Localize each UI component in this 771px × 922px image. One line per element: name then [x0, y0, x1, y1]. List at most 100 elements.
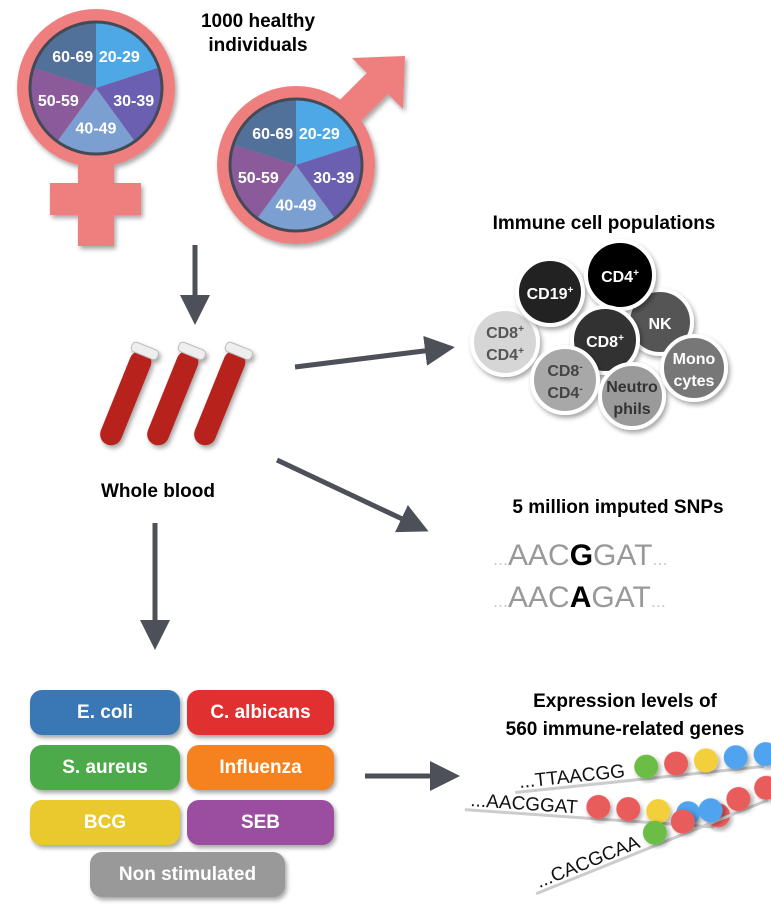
svg-text:...AACGGAT...: ...AACGGAT...	[493, 539, 668, 572]
cell-label: phils	[613, 401, 650, 418]
expression-title-line2: 560 immune-related genes	[506, 719, 745, 740]
snps-title: 5 million imputed SNPs	[512, 497, 723, 518]
age-label: 50-59	[238, 170, 279, 187]
pie-slice	[96, 67, 162, 142]
female-age-pie: 20-29 30-39 40-49 50-59 60-69	[28, 20, 164, 156]
snp-sequence-1: ...AACGGAT...	[493, 539, 668, 572]
expression-bead	[646, 799, 671, 824]
seq-pre: AAC	[508, 539, 570, 572]
arrow-to-immune	[294, 335, 455, 370]
pie-slice	[233, 99, 296, 165]
svg-text:Neutro: Neutro	[606, 379, 658, 396]
age-label: 60-69	[52, 49, 93, 66]
cell-label-sup: +	[618, 333, 624, 344]
cell-label-sup: +	[568, 285, 574, 296]
cell-label-sup: +	[518, 324, 524, 335]
cell-cd19: CD19+	[515, 257, 585, 327]
pie-slice	[57, 88, 135, 155]
seq-post: GAT	[591, 581, 650, 614]
cell-cd8cd4: CD8-CD4-	[530, 345, 600, 415]
expression-bead	[670, 809, 695, 834]
cell-cd8cd4: CD8+CD4+	[470, 307, 540, 377]
cohort-title-line1: 1000 healthy	[201, 11, 315, 32]
age-label: 30-39	[313, 170, 354, 187]
svg-text:NK: NK	[648, 316, 672, 333]
expression-bead	[642, 820, 667, 845]
expression-bead	[586, 794, 611, 819]
seq-post: GAT	[593, 539, 652, 572]
expression-bead	[753, 742, 771, 767]
dots: ...	[493, 591, 508, 611]
expression-bead	[664, 751, 689, 776]
age-label: 20-29	[299, 126, 340, 143]
cell-label-sup: +	[518, 346, 524, 357]
expression-bead	[726, 787, 751, 812]
age-label: 40-49	[76, 121, 117, 138]
svg-text:...AACAGAT...: ...AACAGAT...	[493, 581, 666, 614]
pie-slice	[230, 144, 296, 219]
cell-label: Neutro	[606, 379, 658, 396]
expression-bead	[698, 798, 723, 823]
cell-label: CD4	[486, 347, 518, 364]
seq-pre: AAC	[508, 581, 570, 614]
age-label: 40-49	[276, 198, 317, 215]
svg-text:CD4+: CD4+	[601, 268, 639, 286]
pie-slice	[33, 22, 96, 88]
stimulus-seb: SEB	[187, 800, 334, 845]
stimulus-e-coli: E. coli	[30, 690, 180, 735]
pie-slice	[296, 144, 363, 219]
expression-bead	[616, 797, 641, 822]
pie-slice	[296, 99, 359, 165]
stimulus-influenza: Influenza	[187, 745, 334, 790]
age-label: 50-59	[38, 93, 79, 110]
immune-title: Immune cell populations	[493, 213, 716, 234]
stimulus-s-aureus: S. aureus	[30, 745, 180, 790]
cohort-title-line2: individuals	[208, 35, 307, 56]
blood-tubes-icon	[100, 341, 254, 446]
pie-slice	[96, 22, 159, 88]
expression-title-line1: Expression levels of	[533, 691, 717, 712]
cell-label: CD4	[601, 269, 633, 286]
stimulus-non-stimulated: Non stimulated	[90, 852, 285, 897]
gene-row: ...CACGCAA	[533, 775, 771, 896]
cell-label: CD8	[547, 363, 579, 380]
cell-label: NK	[648, 316, 672, 333]
snp-variant: G	[570, 539, 593, 572]
snp-variant: A	[570, 581, 592, 614]
flow-arrows	[140, 245, 460, 791]
gene-sequence: ...AACGGAT	[470, 790, 579, 818]
expression-bead	[723, 745, 748, 770]
cell-label-sup: -	[579, 362, 582, 373]
svg-text:CD8-: CD8-	[547, 362, 582, 380]
svg-text:Mono: Mono	[673, 351, 716, 368]
cell-monocytes: Mono cytes	[660, 334, 728, 402]
age-label: 60-69	[252, 126, 293, 143]
svg-text:CD4-: CD4-	[547, 384, 582, 402]
svg-text:CD4+: CD4+	[486, 346, 524, 364]
pie-slice	[30, 67, 96, 142]
whole-blood-label: Whole blood	[101, 481, 215, 502]
svg-text:CD8+: CD8+	[486, 324, 524, 342]
snp-sequence-2: ...AACAGAT...	[493, 581, 666, 614]
stimulus-bcg: BCG	[30, 800, 180, 845]
expression-bead	[634, 754, 659, 779]
cell-nk: NK	[626, 288, 694, 356]
age-label: 20-29	[99, 49, 140, 66]
gene-sequence: ...TTAACGG	[518, 761, 626, 793]
cell-label: CD8	[486, 325, 518, 342]
gene-row: ...TTAACGG	[515, 742, 771, 795]
svg-text:cytes: cytes	[674, 373, 715, 390]
cell-label: CD8	[586, 334, 618, 351]
cell-label-sup: +	[633, 268, 639, 279]
gene-sequence: ...CACGCAA	[533, 832, 643, 893]
gene-expression-beads: ...TTAACGG...AACGGAT ...CACGCAA	[464, 742, 771, 896]
dots: ...	[653, 549, 668, 569]
cell-neutrophils: Neutro phils	[598, 362, 666, 430]
cell-label: Mono	[673, 351, 716, 368]
expression-bead	[693, 748, 718, 773]
cell-label: CD19	[527, 286, 568, 303]
cell-label-sup: -	[579, 384, 582, 395]
age-label: 30-39	[113, 93, 154, 110]
